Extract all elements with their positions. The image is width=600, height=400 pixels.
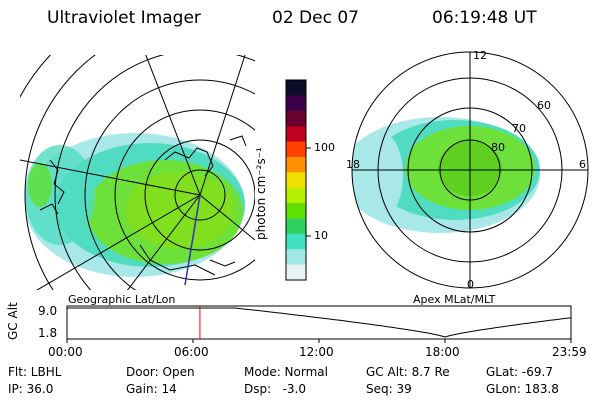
mlt-6-label: 6	[579, 158, 586, 171]
colorbar-segment	[286, 203, 306, 219]
lat-60-label: 60	[537, 99, 551, 112]
apex-label: Apex MLat/MLT	[413, 293, 496, 306]
colorbar-segment	[286, 110, 306, 127]
seq-status: Seq: 39	[366, 382, 412, 396]
colorbar-segment	[286, 126, 306, 143]
x-tick-0000: 00:00	[48, 345, 83, 359]
mode-status: Mode: Normal	[244, 365, 328, 379]
colorbar-segment	[286, 172, 306, 189]
time-label: 06:19:48 UT	[432, 8, 537, 28]
ip-status: IP: 36.0	[8, 382, 54, 396]
colorbar-segment	[286, 218, 306, 235]
glon-status: GLon: 183.8	[486, 382, 559, 396]
gain-status: Gain: 14	[126, 382, 177, 396]
colorbar-segment	[286, 187, 306, 204]
colorbar-tick-100: 100	[314, 141, 335, 154]
x-tick-0600: 06:00	[174, 345, 209, 359]
x-tick-1800: 18:00	[425, 345, 460, 359]
dsp-status: Dsp: -3.0	[244, 382, 307, 396]
colorbar-tick-10: 10	[314, 229, 328, 242]
lat-70-label: 70	[512, 122, 526, 135]
mlt-12-label: 12	[473, 49, 487, 62]
gc-alt-status: GC Alt: 8.7 Re	[366, 365, 450, 379]
date-label: 02 Dec 07	[272, 8, 359, 28]
x-tick-2359: 23:59	[552, 345, 587, 359]
colorbar-segment	[286, 95, 306, 112]
colorbar-segment	[286, 249, 306, 266]
filter-status: Flt: LBHL	[8, 365, 62, 379]
glat-status: GLat: -69.7	[486, 365, 553, 379]
colorbar-segment	[286, 141, 306, 158]
x-tick-1200: 12:00	[299, 345, 334, 359]
door-status: Door: Open	[126, 365, 195, 379]
gc-alt-ylabel: GC Alt	[6, 302, 20, 340]
colorbar-segment	[286, 80, 306, 96]
gc-alt-ytop: 9.0	[38, 304, 58, 318]
geographic-label: Geographic Lat/Lon	[68, 293, 176, 306]
mlt-18-label: 18	[346, 158, 360, 171]
colorbar-segment	[286, 156, 306, 173]
mlt-0-label: 0	[467, 278, 474, 291]
colorbar-segment	[286, 264, 306, 281]
instrument-title: Ultraviolet Imager	[47, 8, 201, 28]
lat-80-label: 80	[491, 141, 505, 154]
colorbar-segment	[286, 233, 306, 250]
gc-alt-ybottom: 1.8	[38, 326, 58, 340]
